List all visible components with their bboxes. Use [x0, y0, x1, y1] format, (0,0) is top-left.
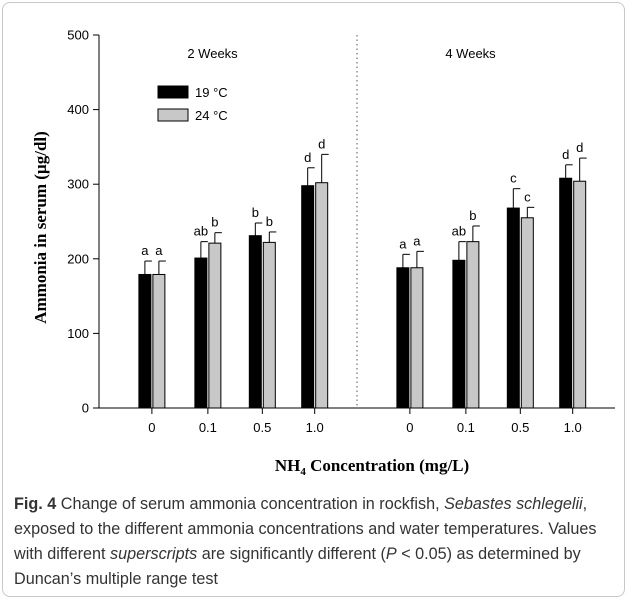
significance-letter: d: [304, 150, 311, 165]
bar: [396, 267, 410, 409]
bar: [452, 259, 466, 409]
significance-letter: b: [211, 215, 218, 230]
x-tick-label: 1.0: [306, 420, 324, 435]
y-axis-title: Ammonia in serum (µg/dl): [31, 131, 50, 324]
y-tick-label: 300: [67, 177, 89, 192]
caption-text: , exposed to the different ammonia conce…: [14, 495, 597, 563]
significance-letter: ab: [194, 224, 208, 239]
significance-letter: b: [252, 205, 259, 220]
x-axis-title: NH4 Concentration (mg/L): [275, 456, 469, 478]
significance-letter: a: [155, 243, 163, 258]
x-tick-label: 0.5: [253, 420, 271, 435]
caption-text: Change of serum ammonia concentration in…: [56, 495, 445, 513]
significance-letter: a: [399, 236, 407, 251]
bar: [520, 217, 534, 409]
x-tick-label: 0.1: [199, 420, 217, 435]
bar: [262, 241, 276, 409]
bar: [506, 207, 520, 409]
y-tick-label: 0: [82, 401, 89, 416]
bar-chart: 0 100 200 300 400 500 Ammonia in serum (µg/dl)…: [31, 28, 615, 478]
legend-label: 24 °C: [195, 108, 228, 123]
caption-p-symbol: P: [385, 545, 397, 563]
x-tick-label: 1.0: [564, 420, 582, 435]
panel-title: 2 Weeks: [187, 46, 238, 61]
significance-letter: b: [469, 208, 476, 223]
figure-caption: Fig. 4 Change of serum ammonia concentra…: [14, 492, 614, 592]
x-tick-label: 0: [148, 420, 155, 435]
significance-letter: d: [576, 140, 583, 155]
caption-figure-label: Fig. 4: [14, 495, 57, 513]
caption-superscripts-word: superscripts: [109, 545, 198, 563]
x-tick-label: 0.1: [457, 420, 475, 435]
panel-title: 4 Weeks: [445, 46, 496, 61]
significance-letter: a: [413, 233, 421, 248]
significance-letter: c: [524, 189, 531, 204]
bar: [194, 257, 208, 409]
bar: [208, 242, 222, 409]
y-tick-label: 400: [67, 102, 89, 117]
bar: [248, 235, 262, 409]
bar: [315, 182, 329, 409]
bar: [152, 273, 166, 409]
bar: [559, 177, 573, 409]
bar: [573, 180, 587, 409]
bar: [466, 241, 480, 409]
y-tick-label: 100: [67, 326, 89, 341]
caption-species: Sebastes schlegelii: [444, 495, 583, 513]
caption-text: are significantly different (: [197, 545, 386, 563]
significance-letter: ab: [452, 224, 466, 239]
significance-letter: a: [141, 243, 149, 258]
significance-letter: b: [266, 214, 273, 229]
caption-text: < 0.05) as determined by Duncan’s multip…: [14, 545, 581, 588]
y-tick-label: 500: [67, 28, 89, 43]
x-tick-label: 0.5: [511, 420, 529, 435]
bar: [410, 267, 424, 409]
legend-swatch: [157, 85, 189, 99]
y-tick-label: 200: [67, 251, 89, 266]
legend-label: 19 °C: [195, 85, 228, 100]
legend-swatch: [157, 108, 189, 122]
x-tick-label: 0: [406, 420, 413, 435]
bar: [138, 273, 152, 409]
significance-letter: c: [510, 171, 517, 186]
significance-letter: d: [562, 147, 569, 162]
significance-letter: d: [318, 136, 325, 151]
bar: [301, 185, 315, 409]
